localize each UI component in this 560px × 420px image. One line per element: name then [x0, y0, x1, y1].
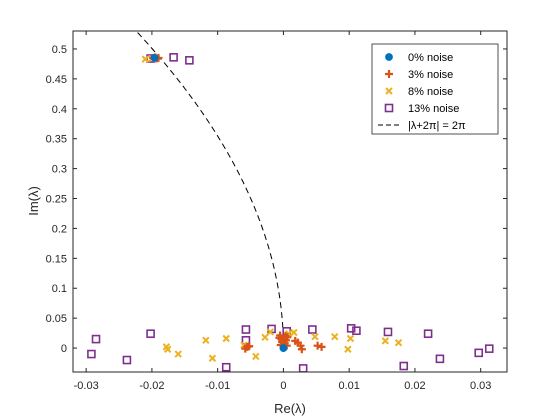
curve-layer: [135, 31, 284, 349]
y-tick-label: 0.1: [52, 283, 67, 295]
data-point: [474, 348, 484, 358]
x-tick-label: 0: [280, 380, 286, 392]
legend-label: 3% noise: [408, 69, 453, 81]
data-point: [241, 325, 251, 334]
data-point: [169, 53, 178, 62]
data-point: [91, 334, 101, 344]
legend-label: 8% noise: [408, 86, 453, 98]
y-tick-label: 0.35: [46, 134, 67, 146]
data-point: [317, 342, 326, 351]
data-point: [208, 354, 217, 362]
legend-marker-swatch: [385, 87, 393, 95]
legend-label: |λ+2π| = 2π: [408, 120, 466, 132]
data-point: [290, 328, 298, 337]
data-point: [423, 329, 433, 339]
legend-entry: 13% noise: [384, 103, 459, 115]
data-point: [311, 332, 319, 341]
legend-marker-swatch: [385, 70, 393, 78]
legend: 0% noise 3% noise 8% noise 13% noise |λ+2π| …: [371, 43, 499, 135]
data-point: [163, 345, 172, 353]
marker-layer: [87, 53, 494, 372]
data-point: [394, 338, 403, 347]
data-point: [266, 328, 274, 336]
data-point: [245, 342, 254, 351]
y-axis-label: Im(λ): [26, 186, 41, 216]
y-tick-label: 0.25: [46, 194, 67, 206]
y-tick-label: 0: [61, 343, 67, 355]
data-point: [141, 55, 150, 63]
data-point: [344, 345, 352, 353]
legend-box: [371, 43, 499, 135]
legend-label: 13% noise: [408, 103, 459, 115]
x-tick-label: 0.01: [338, 380, 359, 392]
data-point: [346, 324, 356, 333]
series-circle: [150, 54, 288, 352]
x-tick-label: -0.02: [139, 380, 164, 392]
y-tick-label: 0.45: [46, 74, 67, 86]
data-point: [202, 336, 210, 345]
legend-entry: 3% noise: [385, 69, 453, 81]
legend-marker-swatch: [385, 53, 393, 61]
data-point: [381, 337, 390, 345]
data-point: [279, 344, 288, 352]
x-tick-label: -0.03: [74, 380, 99, 392]
series-square: [87, 53, 494, 372]
data-point: [222, 334, 230, 343]
y-tick-label: 0.4: [52, 104, 67, 116]
data-point: [484, 344, 494, 353]
data-point: [346, 334, 355, 343]
y-tick-label: 0.5: [52, 44, 67, 56]
data-point: [122, 355, 132, 365]
data-point: [399, 361, 409, 371]
data-point: [174, 350, 182, 358]
data-point: [435, 354, 445, 364]
y-tick-label: 0.05: [46, 313, 67, 325]
legend-label: 0% noise: [408, 52, 453, 64]
legend-entry: 0% noise: [385, 52, 453, 64]
data-point: [331, 332, 339, 341]
data-point: [261, 333, 269, 342]
data-point: [150, 54, 159, 62]
data-point: [352, 326, 361, 336]
legend-entry: |λ+2π| = 2π: [378, 120, 466, 132]
data-point: [383, 327, 393, 337]
data-point: [221, 362, 231, 372]
data-point: [87, 349, 96, 359]
axes-box: [72, 30, 508, 373]
x-tick-label: 0.02: [404, 380, 425, 392]
x-tick-label: -0.01: [205, 380, 230, 392]
tick-layer: -0.03 -0.02 -0.01 0 0.01 0.02 0.03 0 0.05 0.1 0.15…: [46, 31, 507, 392]
y-tick-label: 0.2: [52, 223, 67, 235]
data-point: [185, 56, 194, 65]
data-point: [308, 325, 317, 334]
y-tick-label: 0.3: [52, 164, 67, 176]
data-point: [297, 345, 306, 354]
y-tick-label: 0.15: [46, 253, 67, 265]
data-point: [146, 329, 155, 339]
legend-marker-swatch: [384, 103, 394, 113]
data-point: [252, 352, 260, 361]
x-tick-label: 0.03: [470, 380, 491, 392]
legend-entry: 8% noise: [385, 86, 453, 98]
boundary-curve: [135, 31, 284, 349]
data-point: [313, 341, 322, 350]
x-axis-label: Re(λ): [274, 401, 306, 416]
